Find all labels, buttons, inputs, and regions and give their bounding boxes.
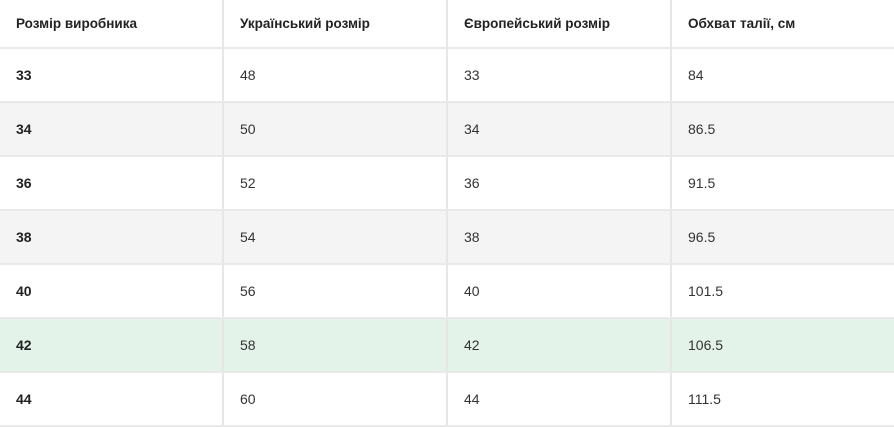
table-row: 38 54 38 96.5: [0, 210, 894, 265]
cell-manufacturer-size: 36: [0, 156, 224, 211]
cell-waist-girth: 111.5: [671, 372, 894, 427]
cell-ukrainian-size: 48: [223, 48, 448, 103]
header-waist-girth: Обхват талії, см: [671, 0, 894, 49]
cell-waist-girth: 84: [671, 48, 894, 103]
table-row: 33 48 33 84: [0, 48, 894, 103]
cell-waist-girth: 91.5: [671, 156, 894, 211]
table-row: 44 60 44 111.5: [0, 372, 894, 427]
table-row: 36 52 36 91.5: [0, 156, 894, 211]
cell-manufacturer-size: 44: [0, 372, 224, 427]
cell-european-size: 33: [447, 48, 672, 103]
cell-manufacturer-size: 40: [0, 264, 224, 319]
cell-waist-girth: 96.5: [671, 210, 894, 265]
cell-ukrainian-size: 60: [223, 372, 448, 427]
cell-waist-girth: 106.5: [671, 318, 894, 373]
table-row: 34 50 34 86.5: [0, 102, 894, 157]
header-ukrainian-size: Український розмір: [223, 0, 448, 49]
cell-ukrainian-size: 58: [223, 318, 448, 373]
cell-ukrainian-size: 50: [223, 102, 448, 157]
cell-waist-girth: 101.5: [671, 264, 894, 319]
cell-manufacturer-size: 38: [0, 210, 224, 265]
header-european-size: Європейський розмір: [447, 0, 672, 49]
cell-waist-girth: 86.5: [671, 102, 894, 157]
cell-ukrainian-size: 54: [223, 210, 448, 265]
table-row: 42 58 42 106.5: [0, 318, 894, 373]
cell-manufacturer-size: 33: [0, 48, 224, 103]
cell-european-size: 34: [447, 102, 672, 157]
cell-european-size: 42: [447, 318, 672, 373]
cell-european-size: 38: [447, 210, 672, 265]
cell-european-size: 40: [447, 264, 672, 319]
table-row: 40 56 40 101.5: [0, 264, 894, 319]
cell-european-size: 44: [447, 372, 672, 427]
cell-ukrainian-size: 52: [223, 156, 448, 211]
cell-manufacturer-size: 34: [0, 102, 224, 157]
cell-ukrainian-size: 56: [223, 264, 448, 319]
table-header-row: Розмір виробника Український розмір Євро…: [0, 0, 894, 49]
cell-european-size: 36: [447, 156, 672, 211]
header-manufacturer-size: Розмір виробника: [0, 0, 224, 49]
cell-manufacturer-size: 42: [0, 318, 224, 373]
